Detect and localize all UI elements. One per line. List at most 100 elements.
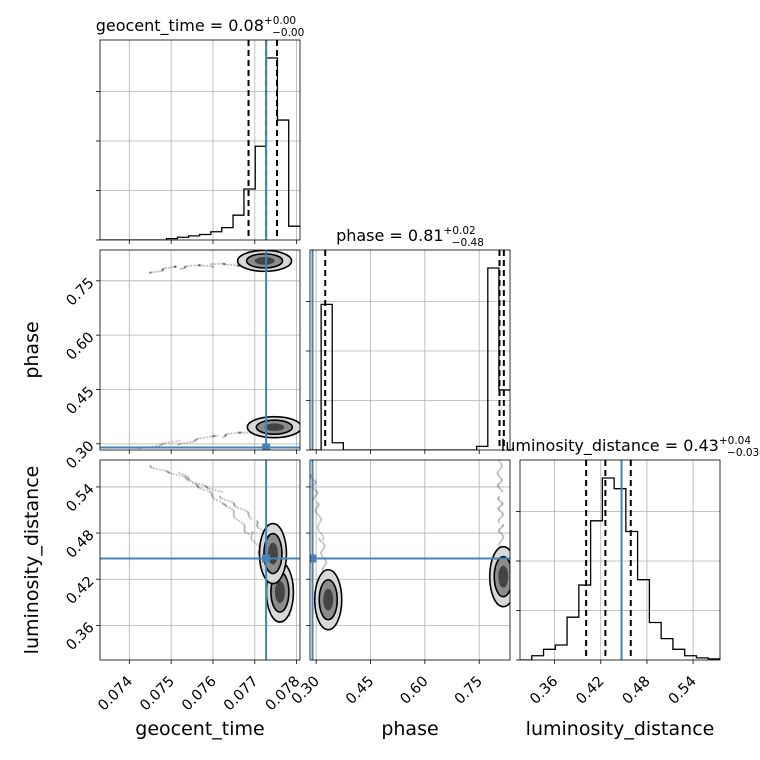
sample-point [502,536,505,539]
sample-point [171,440,174,443]
sample-point [150,466,153,469]
sample-point [215,498,218,502]
sample-point [186,479,190,482]
sample-point [500,515,504,518]
sample-point [501,513,504,516]
x-axis-label-phase: phase [381,718,438,740]
contour [246,415,300,439]
sample-point [214,434,217,437]
sample-point [170,266,173,269]
sample-point [317,523,320,527]
sample-point [224,504,227,507]
frame [309,249,511,451]
sample-point [167,471,170,474]
y-axis-label-phase: phase [21,321,43,378]
sample-point [149,464,152,468]
sample-point [161,267,165,271]
sample-point [159,468,162,471]
sample-point [174,265,177,268]
sample-point [232,515,235,518]
sample-point [164,267,168,270]
sample-point [243,431,246,434]
sample-point [323,546,326,549]
sample-point [223,263,226,266]
sample-point [322,543,326,546]
sample-point [233,503,236,507]
sample-point [212,265,215,268]
sample-point [202,488,205,491]
sample-point [321,568,324,571]
sample-point [220,490,223,493]
contour [493,555,510,598]
hist-panel-phase [306,249,511,454]
sample-point [210,493,214,496]
sample-point [188,478,191,482]
sample-point [256,525,259,528]
frame [309,459,511,661]
sample-point [162,442,165,445]
sample-point [222,502,225,506]
sample-point [324,560,328,563]
frame [99,39,301,241]
sample-point [236,506,240,509]
sample-point [194,481,197,485]
sample-point [189,479,192,483]
sample-point [497,486,500,489]
sample-point [219,496,222,499]
sample-point [214,489,217,492]
sample-point [227,432,230,435]
sample-point [192,482,195,485]
sample-point [310,475,312,478]
sample-point [317,502,320,506]
sample-point [498,544,501,547]
sample-point [319,518,323,521]
sample-point [174,265,177,268]
sample-point [499,476,502,479]
sample-point [161,442,164,446]
sample-point [256,522,259,525]
sample-point [242,523,245,526]
sample-point [238,431,241,434]
sample-point [239,507,242,510]
sample-point [321,541,324,544]
sample-point [314,482,317,485]
sample-point [164,469,167,472]
sample-point [162,267,166,270]
sample-point [316,490,319,494]
sample-point [169,472,172,475]
sample-point [191,480,194,484]
sample-point [225,505,229,508]
histogram-luminosity_distance [520,477,720,660]
sample-point [322,547,325,551]
sample-point [198,264,201,267]
sample-point [211,262,214,266]
contour [255,419,294,435]
sample-point [499,500,502,503]
x-tick-label: 0.48 [620,674,654,708]
sample-point [240,431,244,434]
sample-point [183,266,186,270]
sample-point [211,488,214,491]
sample-point [498,505,501,508]
sample-point [218,500,221,503]
sample-point [497,508,501,511]
sample-point [200,264,203,267]
sample-point [156,270,159,273]
sample-point [216,434,219,437]
sample-point [184,265,187,268]
sample-point [185,478,188,481]
sample-point [238,431,241,434]
sample-point [318,521,321,525]
sample-point [500,501,504,504]
sample-point [257,526,260,530]
sample-point [162,469,165,472]
title-phase: phase = 0.81+0.02 −0.48 [336,225,484,249]
sample-point [314,508,317,511]
sample-point [230,432,233,435]
sample-point [210,492,213,495]
sample-point [496,473,499,476]
sample-point [243,529,246,532]
sample-point [501,502,504,505]
x-tick-label: 0.076 [179,674,220,715]
sample-point [158,270,161,273]
